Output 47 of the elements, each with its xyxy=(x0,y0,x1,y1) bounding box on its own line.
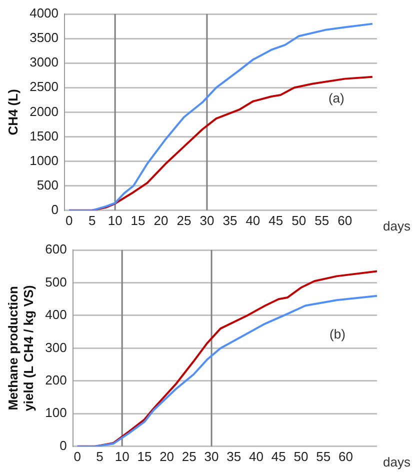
x-tick-label: 35 xyxy=(226,448,242,464)
x-tick-label: 10 xyxy=(114,448,130,464)
x-axis-title: days xyxy=(383,218,411,234)
x-axis-title: days xyxy=(383,454,411,470)
y-axis-title: CH4 (L) xyxy=(5,89,20,136)
x-tick-label: 20 xyxy=(160,448,174,464)
y-axis-title: Methane production yield (L CH4 / kg VS) xyxy=(5,285,36,412)
x-tick-label: 40 xyxy=(249,448,264,464)
x-tick-label: 60 xyxy=(338,212,352,228)
y-tick-label: 3500 xyxy=(30,30,59,46)
x-tick-label: 10 xyxy=(108,212,122,228)
x-tick-label: 45 xyxy=(268,212,284,228)
y-tick-label: 2500 xyxy=(30,79,59,94)
x-tick-label: 5 xyxy=(88,212,96,228)
x-tick-label: 0 xyxy=(74,448,81,464)
x-tick-label: 30 xyxy=(204,448,219,464)
y-tick-label: 1000 xyxy=(30,152,59,168)
x-tick-label: 55 xyxy=(316,448,331,464)
y-tick-label: 300 xyxy=(45,340,67,355)
x-tick-label: 50 xyxy=(292,212,306,228)
y-tick-label: 0 xyxy=(60,438,67,453)
x-tick-label: 25 xyxy=(176,212,192,228)
y-tick-label: 400 xyxy=(45,307,67,322)
x-tick-label: 55 xyxy=(314,212,330,228)
x-tick-label: 40 xyxy=(246,212,260,228)
y-tick-label: 3000 xyxy=(30,54,59,70)
x-tick-label: 25 xyxy=(182,448,196,464)
annotation: (b) xyxy=(330,326,346,342)
y-tick-label: 600 xyxy=(45,242,67,257)
x-tick-label: 15 xyxy=(130,212,146,228)
annotation: (a) xyxy=(328,90,344,106)
y-tick-label: 1500 xyxy=(30,128,59,144)
x-tick-label: 5 xyxy=(96,448,104,464)
y-tick-label: 2000 xyxy=(30,104,59,119)
x-tick-label: 50 xyxy=(294,448,308,464)
x-tick-label: 60 xyxy=(338,448,353,464)
x-tick-label: 35 xyxy=(222,212,238,228)
y-tick-label: 0 xyxy=(51,202,59,217)
x-tick-label: 20 xyxy=(154,212,168,228)
x-tick-label: 45 xyxy=(271,448,286,464)
y-tick-label: 500 xyxy=(45,274,67,290)
y-tick-label: 100 xyxy=(45,405,67,420)
x-tick-label: 15 xyxy=(137,448,152,464)
y-tick-label: 200 xyxy=(45,372,67,388)
y-tick-label: 500 xyxy=(36,177,59,192)
x-tick-label: 30 xyxy=(200,212,214,228)
y-tick-label: 4000 xyxy=(30,6,59,21)
